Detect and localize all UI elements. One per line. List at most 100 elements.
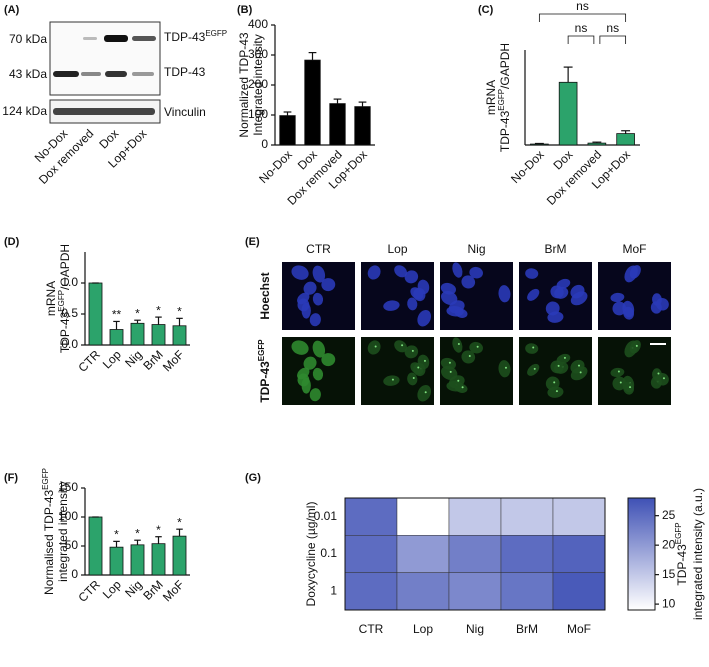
speckle	[557, 364, 560, 367]
nucleus	[652, 293, 662, 306]
y-axis-label: Doxycycline (µg/ml)	[304, 502, 318, 607]
label-part: integrated intensity	[56, 481, 70, 582]
speckle	[448, 361, 451, 364]
label-sup: EGFP	[205, 29, 227, 38]
nucleus	[452, 262, 463, 278]
bar	[558, 81, 578, 146]
label-part: integrated intensity (a.u.)	[691, 488, 705, 620]
x-tick-label: BrM	[516, 622, 538, 636]
panel-label: (B)	[237, 4, 253, 16]
nucleus	[441, 365, 458, 380]
x-tick-label: MoF	[567, 622, 591, 636]
speckle	[412, 376, 415, 379]
blot-band	[83, 37, 97, 40]
speckle	[417, 366, 420, 369]
speckle	[619, 381, 622, 384]
nucleus	[525, 268, 539, 279]
panel-label: (G)	[245, 472, 261, 484]
panel-label: (D)	[4, 236, 20, 248]
nucleus	[417, 384, 432, 402]
column-header: Nig	[467, 242, 485, 256]
nucleus	[312, 265, 326, 283]
heatmap-cell	[448, 497, 502, 536]
nucleus	[452, 337, 463, 353]
heatmap-cell	[448, 572, 502, 611]
panel-label: (F)	[4, 472, 18, 484]
y-tick-label: 300	[248, 47, 268, 61]
speckle	[635, 344, 638, 347]
y-tick-label: 150	[58, 480, 78, 494]
y-tick-label: 0.1	[320, 546, 337, 560]
heatmap-cell	[344, 572, 398, 611]
annotation: ns	[606, 21, 619, 35]
label-part: mRNA	[484, 80, 498, 115]
y-axis-label: mRNA	[484, 80, 498, 115]
label-part: mRNA	[44, 281, 58, 316]
y-tick-label: 100	[58, 509, 78, 523]
speckle	[563, 356, 566, 359]
speckle	[457, 343, 460, 346]
bracket	[538, 13, 627, 22]
nucleus	[297, 292, 310, 305]
label-sup: EGFP	[57, 290, 66, 312]
bar	[151, 543, 166, 576]
speckle	[504, 366, 507, 369]
y-axis-label: mRNA	[44, 281, 58, 316]
label-part: /GAPDH	[58, 244, 72, 290]
significance: *	[177, 515, 182, 529]
speckle	[449, 370, 452, 373]
label-part: TDP-43	[164, 65, 206, 79]
nucleus	[612, 301, 627, 316]
y-tick-label: 1.0	[61, 275, 78, 289]
y-tick-label: 200	[248, 77, 268, 91]
panel-label: (A)	[4, 4, 20, 16]
label-part: TDP-43	[58, 311, 72, 353]
x-tick-label: BrM	[140, 347, 165, 372]
nucleus	[547, 386, 564, 398]
x-tick-label: Nig	[122, 347, 145, 370]
y-axis-label: Normalised TDP-43EGFP	[41, 468, 57, 595]
speckle	[553, 381, 556, 384]
speckle	[401, 344, 404, 347]
speckle	[374, 345, 377, 348]
nucleus	[303, 356, 317, 370]
label-part: TDP-43	[164, 30, 206, 44]
mw-marker: 124 kDa	[2, 104, 47, 118]
bar	[88, 282, 103, 346]
nucleus	[629, 265, 641, 279]
label-part: TDP-43	[498, 110, 512, 152]
bar	[304, 59, 321, 146]
nucleus	[404, 270, 419, 284]
nucleus	[550, 285, 564, 299]
nucleus	[547, 311, 564, 323]
blot-band	[105, 71, 127, 77]
y-tick-label: 0	[261, 137, 268, 151]
nucleus	[367, 340, 381, 355]
x-tick-label: Lop	[100, 577, 124, 601]
speckle	[423, 359, 426, 362]
heatmap-cell	[396, 572, 450, 611]
blot-band	[81, 72, 101, 76]
nucleus	[623, 381, 634, 395]
nucleus	[612, 376, 627, 391]
significance: *	[135, 526, 140, 540]
bar	[354, 106, 371, 146]
speckle	[411, 349, 414, 352]
speckle	[476, 345, 479, 348]
label-part: Normalized TDP-43	[237, 32, 251, 137]
colorbar-label: integrated intensity (a.u.)	[691, 488, 705, 620]
heatmap-cell	[552, 572, 606, 611]
nucleus	[629, 340, 641, 354]
y-axis-label: TDP-43EGFP/GAPDH	[497, 43, 513, 152]
bar	[530, 143, 549, 146]
blot-band	[132, 72, 154, 76]
panel-label: (C)	[478, 4, 494, 16]
nucleus	[407, 372, 418, 386]
speckle	[555, 390, 558, 393]
column-header: CTR	[306, 242, 331, 256]
speckle	[579, 371, 582, 374]
x-tick-label: CTR	[76, 577, 104, 605]
x-tick-label: No-Dox	[256, 147, 295, 186]
significance: *	[135, 306, 140, 320]
